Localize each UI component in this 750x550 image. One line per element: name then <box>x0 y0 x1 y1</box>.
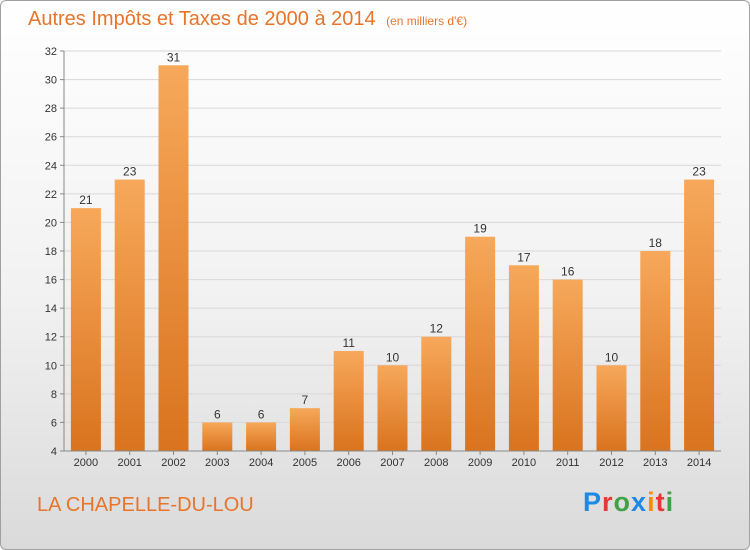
data-label: 10 <box>605 350 619 364</box>
y-tick-label: 18 <box>45 246 57 258</box>
chart-title: Autres Impôts et Taxes de 2000 à 2014 (e… <box>28 8 467 31</box>
logo-letter: P <box>583 487 603 517</box>
logo-letter: r <box>602 487 614 517</box>
y-tick-label: 12 <box>45 332 57 344</box>
data-label: 19 <box>473 222 487 236</box>
logo-letter: i <box>665 487 675 517</box>
data-label: 6 <box>214 407 221 421</box>
x-tick-label: 2008 <box>424 457 448 469</box>
data-label: 12 <box>430 322 444 336</box>
bar <box>289 408 320 451</box>
bar <box>684 179 715 452</box>
data-label: 7 <box>302 393 309 407</box>
bar <box>333 351 364 451</box>
y-tick-label: 6 <box>51 417 57 429</box>
bar <box>114 179 145 452</box>
bar <box>377 365 408 451</box>
y-tick-label: 4 <box>51 446 57 458</box>
y-tick-label: 28 <box>45 103 57 115</box>
x-tick-label: 2009 <box>468 457 492 469</box>
x-tick-label: 2005 <box>293 457 317 469</box>
y-tick-label: 32 <box>45 46 57 58</box>
x-tick-label: 2000 <box>74 457 98 469</box>
data-label: 31 <box>167 50 181 64</box>
logo-letter: i <box>647 487 656 517</box>
x-tick-label: 2013 <box>643 457 667 469</box>
bar <box>421 336 452 451</box>
data-label: 23 <box>692 165 706 179</box>
bar <box>158 65 189 452</box>
x-tick-label: 2010 <box>512 457 536 469</box>
y-tick-label: 8 <box>51 389 57 401</box>
data-label: 23 <box>123 165 137 179</box>
x-tick-label: 2002 <box>161 457 185 469</box>
y-tick-label: 22 <box>45 189 57 201</box>
x-tick-label: 2001 <box>117 457 141 469</box>
data-label: 17 <box>517 250 531 264</box>
data-label: 18 <box>649 236 663 250</box>
y-tick-label: 26 <box>45 132 57 144</box>
data-label: 11 <box>342 336 355 350</box>
chart-title-unit: (en milliers d'€) <box>386 14 468 28</box>
x-tick-label: 2004 <box>249 457 273 469</box>
chart-title-main: Autres Impôts et Taxes de 2000 à 2014 <box>28 8 376 30</box>
data-label: 21 <box>79 193 93 207</box>
x-tick-label: 2007 <box>380 457 404 469</box>
logo-letter: x <box>631 487 648 517</box>
bar <box>246 422 277 451</box>
data-label: 16 <box>561 265 575 279</box>
y-tick-label: 10 <box>45 360 57 372</box>
y-tick-label: 30 <box>45 75 57 87</box>
x-tick-label: 2012 <box>599 457 623 469</box>
data-label: 10 <box>386 350 400 364</box>
y-tick-label: 20 <box>45 217 57 229</box>
y-tick-label: 16 <box>45 275 57 287</box>
y-tick-label: 14 <box>45 303 57 315</box>
bar <box>202 422 233 451</box>
bar <box>596 365 627 451</box>
x-tick-label: 2006 <box>336 457 360 469</box>
commune-name: LA CHAPELLE-DU-LOU <box>37 494 254 516</box>
bar <box>552 279 583 451</box>
x-tick-label: 2011 <box>556 457 580 469</box>
logo-letter: t <box>655 487 666 517</box>
bar <box>508 265 539 451</box>
bar <box>640 251 671 451</box>
y-tick-label: 24 <box>45 160 57 172</box>
proxiti-logo: Proxiti <box>583 487 674 518</box>
bar <box>465 236 496 451</box>
bar <box>70 208 101 451</box>
logo-letter: o <box>613 487 632 517</box>
data-label: 6 <box>258 407 265 421</box>
x-tick-label: 2014 <box>687 457 711 469</box>
x-tick-label: 2003 <box>205 457 229 469</box>
